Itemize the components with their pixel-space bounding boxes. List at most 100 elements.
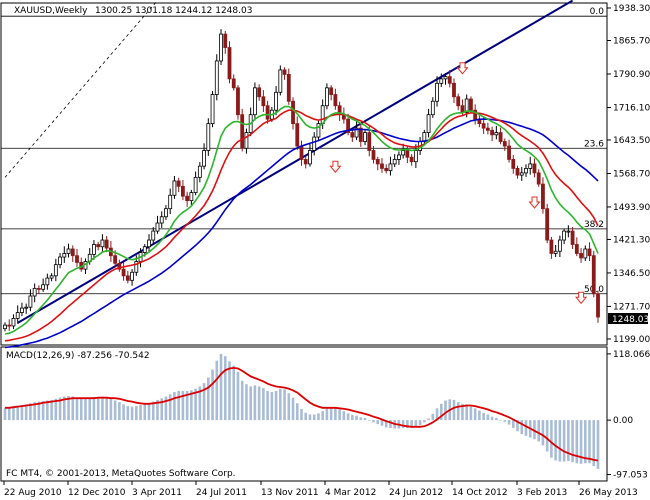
candle-94 <box>401 143 406 159</box>
macd-tick-label-1: 0.00 <box>613 416 633 426</box>
macd-bar-119 <box>507 420 511 425</box>
candle-22 <box>96 241 101 251</box>
candle-body <box>176 180 181 187</box>
candle-38 <box>164 205 168 220</box>
candle-134 <box>570 227 575 249</box>
macd-bar-90 <box>384 420 388 428</box>
macd-bar-62 <box>266 390 269 421</box>
price-tick-label-0: 1938.30 <box>613 4 650 14</box>
macd-bar-16 <box>71 396 75 421</box>
macd-bar-26 <box>113 400 117 421</box>
down-arrow-1 <box>456 62 469 75</box>
macd-bar-135 <box>575 420 579 464</box>
candle-106 <box>452 78 456 104</box>
candle-body <box>41 284 46 290</box>
candle-body <box>485 127 490 131</box>
macd-bar-75 <box>321 411 324 421</box>
candle-120 <box>511 154 516 174</box>
macd-bar-125 <box>533 420 536 440</box>
macd-bar-9 <box>41 401 45 421</box>
macd-bar-81 <box>346 413 350 421</box>
candle-body <box>524 168 528 174</box>
candle-body <box>261 96 266 107</box>
macd-bar-43 <box>185 390 189 421</box>
candle-9 <box>41 278 46 292</box>
time-tick-label-7: 14 Oct 2012 <box>452 488 508 498</box>
time-tick-label-8: 3 Feb 2013 <box>517 488 567 498</box>
candle-5 <box>24 303 29 314</box>
candle-60 <box>257 84 262 101</box>
fib-label-0: 0.0 <box>590 7 605 17</box>
macd-bar-69 <box>295 403 299 421</box>
candle-body <box>316 123 321 138</box>
macd-bar-84 <box>359 417 363 421</box>
candle-body <box>130 271 134 281</box>
candle-body <box>401 150 406 156</box>
macd-bar-11 <box>50 399 53 421</box>
macd-bar-35 <box>151 401 155 421</box>
price-tick-label-5: 1568.70 <box>613 169 650 179</box>
price-panel <box>0 2 608 346</box>
macd-bar-88 <box>376 420 380 425</box>
moving-averages <box>4 105 599 349</box>
candle-body <box>121 268 126 277</box>
candle-body <box>299 145 304 160</box>
macd-bar-126 <box>537 420 540 442</box>
macd-bar-53 <box>228 361 231 421</box>
macd-bar-52 <box>223 356 227 421</box>
macd-bar-122 <box>520 420 524 435</box>
candle-body <box>460 105 465 113</box>
trendlines <box>4 0 574 324</box>
price-tick-label-4: 1643.50 <box>613 136 650 146</box>
macd-bar-17 <box>75 397 79 421</box>
candle-body <box>562 230 567 241</box>
candle-body <box>502 141 507 147</box>
candle-135 <box>574 237 579 257</box>
candle-126 <box>536 169 541 187</box>
candle-body <box>189 192 194 202</box>
candle-43 <box>185 191 190 207</box>
candle-body <box>244 132 249 149</box>
candle-body <box>151 230 156 241</box>
candle-body <box>168 194 173 210</box>
macd-bar-91 <box>389 420 392 428</box>
candle-24 <box>104 236 109 253</box>
macd-bar-0 <box>3 407 7 421</box>
candle-138 <box>587 242 592 262</box>
candle-body <box>185 195 190 202</box>
macd-tick-label-0: 118.066 <box>613 350 650 360</box>
candle-17 <box>75 248 79 267</box>
candle-55 <box>236 85 240 120</box>
candle-6 <box>28 289 33 312</box>
symbol-label: XAUUSD,Weekly <box>14 6 88 16</box>
time-tick-label-6: 24 Jun 2012 <box>389 488 443 498</box>
macd-bar-133 <box>567 420 570 462</box>
time-tick-label-1: 12 Dec 2010 <box>68 488 126 498</box>
ma-mid-line <box>4 109 599 342</box>
candle-13 <box>58 253 62 269</box>
candle-71 <box>303 155 308 169</box>
candle-body <box>125 275 130 281</box>
macd-bar-71 <box>304 412 308 421</box>
time-tick-label-9: 26 May 2013 <box>579 488 638 498</box>
candle-8 <box>36 285 41 294</box>
macd-bar-59 <box>253 385 257 421</box>
candle-body <box>7 324 12 327</box>
macd-bar-95 <box>406 420 409 428</box>
macd-bar-107 <box>456 402 460 421</box>
candle-body <box>100 239 105 248</box>
candle-128 <box>545 203 550 244</box>
price-tick-label-8: 1346.50 <box>613 269 650 279</box>
candle-body <box>456 96 461 107</box>
candle-body <box>53 264 58 277</box>
candle-51 <box>219 29 223 65</box>
candle-body <box>541 183 545 210</box>
down-arrow-0 <box>329 160 342 173</box>
candle-body <box>295 123 300 147</box>
candle-76 <box>325 83 329 110</box>
candle-54 <box>231 74 236 91</box>
time-tick-label-2: 3 Apr 2011 <box>132 488 182 498</box>
macd-bar-34 <box>147 403 151 421</box>
candle-2 <box>11 314 16 330</box>
macd-label: MACD(12,26,9) -87.256 -70.542 <box>6 351 150 361</box>
